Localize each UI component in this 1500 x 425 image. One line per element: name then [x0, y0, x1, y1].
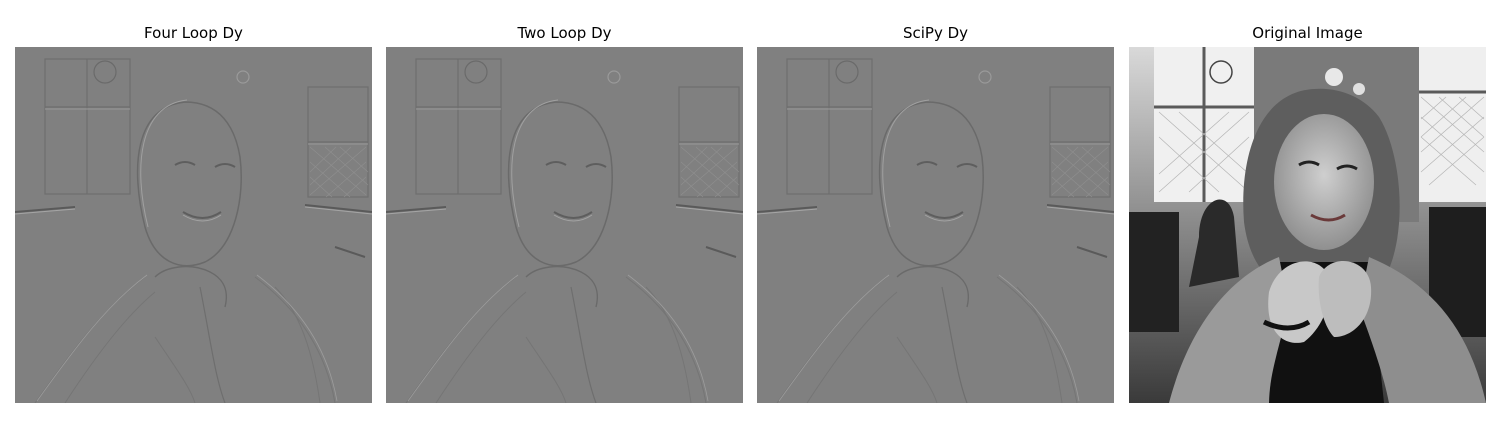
embossed-derivative-image — [757, 47, 1114, 403]
panel-title: SciPy Dy — [902, 24, 969, 42]
panel-title: Original Image — [1252, 24, 1363, 42]
panel-title: Two Loop Dy — [517, 24, 612, 42]
panel-two-loop-dy: Two Loop Dy — [386, 0, 743, 425]
panel-original-image: Original Image — [1129, 0, 1486, 425]
four-loop-dy-image — [15, 47, 372, 403]
original-grayscale-photo — [1129, 47, 1486, 403]
grayscale-photo — [1129, 47, 1486, 403]
scipy-dy-image — [757, 47, 1114, 403]
panel-scipy-dy: SciPy Dy — [757, 0, 1114, 425]
panel-four-loop-dy: Four Loop Dy — [15, 0, 372, 425]
embossed-derivative-image — [15, 47, 372, 403]
embossed-derivative-image — [386, 47, 743, 403]
panel-title: Four Loop Dy — [144, 24, 243, 42]
two-loop-dy-image — [386, 47, 743, 403]
